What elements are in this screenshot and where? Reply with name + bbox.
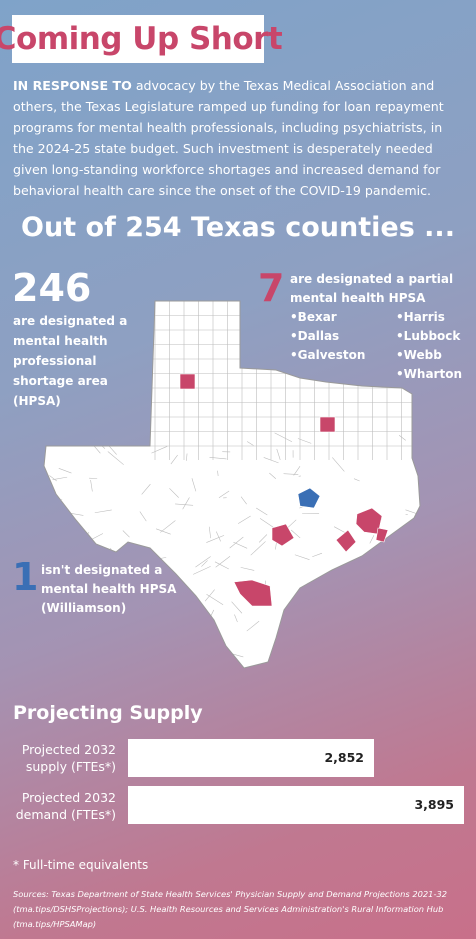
demand-bar: 3,895 xyxy=(128,786,464,824)
county-williamson xyxy=(297,487,321,509)
county-galveston xyxy=(375,527,389,543)
page-title: Coming Up Short xyxy=(0,21,283,57)
supply-bar: 2,852 xyxy=(128,739,374,777)
county-dallas xyxy=(319,416,336,433)
county-list-item: •Harris xyxy=(396,310,445,324)
supply-bar-value: 2,852 xyxy=(324,750,364,765)
county-list-item: •Webb xyxy=(396,348,442,362)
county-webb xyxy=(233,579,273,607)
county-list-item: •Dallas xyxy=(290,329,340,343)
county-list-item: •Lubbock xyxy=(396,329,461,343)
intro-paragraph: IN RESPONSE TO advocacy by the Texas Med… xyxy=(13,75,465,201)
not-designated-description: isn't designated a mental health HPSA (W… xyxy=(41,563,177,615)
partial-hpsa-description: are designated a partial mental health H… xyxy=(290,272,454,305)
demand-bar-value: 3,895 xyxy=(414,797,454,812)
counties-headline: Out of 254 Texas counties ... xyxy=(21,212,455,243)
full-hpsa-description: are designated a mental health professio… xyxy=(13,314,128,408)
county-list-item: •Bexar xyxy=(290,310,337,324)
demand-bar-label: Projected 2032 demand (FTEs*) xyxy=(15,790,116,822)
supply-bar-label: Projected 2032 supply (FTEs*) xyxy=(21,742,116,774)
supply-section-title: Projecting Supply xyxy=(13,702,203,724)
county-bexar xyxy=(271,523,295,547)
not-designated-counties xyxy=(297,487,321,509)
intro-text: advocacy by the Texas Medical Associatio… xyxy=(13,78,444,198)
partial-hpsa-counties xyxy=(179,373,389,607)
not-designated-count: 1 xyxy=(12,555,39,599)
county-wharton xyxy=(335,529,357,553)
partial-hpsa-count: 7 xyxy=(258,266,285,310)
sources-note: Sources: Texas Department of State Healt… xyxy=(13,889,448,929)
intro-lead: IN RESPONSE TO xyxy=(13,78,132,93)
title-banner: Coming Up Short xyxy=(0,15,283,63)
county-lubbock xyxy=(179,373,196,390)
footnote: * Full-time equivalents xyxy=(13,858,149,872)
county-list-item: •Wharton xyxy=(396,367,462,381)
full-hpsa-count: 246 xyxy=(12,266,92,310)
county-list-item: •Galveston xyxy=(290,348,366,362)
